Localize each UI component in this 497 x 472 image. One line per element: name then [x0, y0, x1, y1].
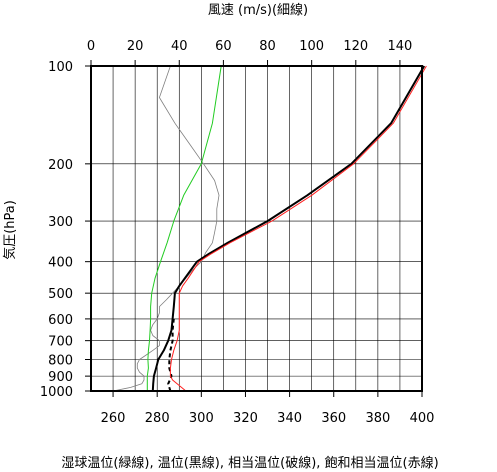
- bottom-axis-tick-label: 300: [189, 411, 214, 426]
- plot-frame: [90, 65, 423, 392]
- top-axis-tick-label: 0: [87, 39, 95, 54]
- left-axis-tick-label: 300: [48, 215, 73, 230]
- top-axis-tick-label: 60: [215, 39, 232, 54]
- left-axis-tick-label: 900: [48, 370, 73, 385]
- series-line-potential-temperature: [151, 65, 426, 392]
- top-axis-tick-label: 100: [299, 39, 324, 54]
- bottom-axis-tick-label: 380: [365, 411, 390, 426]
- grid: [90, 65, 423, 392]
- series-line-wind-speed: [113, 65, 220, 392]
- left-axis-tick-label: 200: [48, 158, 73, 173]
- left-axis-tick-label: 700: [48, 335, 73, 350]
- left-axis-tick-label: 100: [48, 60, 73, 75]
- top-axis-tick-label: 120: [343, 39, 368, 54]
- series-line-equivalent-potential-temperature: [167, 318, 175, 392]
- top-axis-tick-label: 40: [171, 39, 188, 54]
- top-axis-title: 風速 (m/s)(細線): [208, 2, 308, 18]
- left-axis-tick-label: 800: [48, 354, 73, 369]
- top-axis-tick-label: 20: [127, 39, 144, 54]
- left-axis-tick-label: 1000: [40, 385, 73, 400]
- axes: 0 20 40 60 80 100 120 140 260 280 300 320 340 360 380 4…: [40, 39, 435, 426]
- bottom-axis-tick-label: 360: [321, 411, 346, 426]
- bottom-axis-tick-label: 260: [101, 411, 126, 426]
- series-group: [113, 65, 427, 392]
- series-line-wet-bulb-potential-temperature: [146, 65, 222, 391]
- top-axis-tick-label: 80: [259, 39, 276, 54]
- bottom-axis-tick-label: 400: [410, 411, 435, 426]
- left-axis-tick-label: 500: [48, 287, 73, 302]
- bottom-axis-tick-label: 340: [277, 411, 302, 426]
- top-axis-tick-label: 140: [388, 39, 413, 54]
- bottom-axis-tick-label: 320: [233, 411, 258, 426]
- bottom-axis-tick-label: 280: [145, 411, 170, 426]
- series-line-saturated-equivalent-potential-temperature: [169, 65, 427, 392]
- left-axis-tick-label: 400: [48, 256, 73, 271]
- left-axis-tick-label: 600: [48, 313, 73, 328]
- left-axis-title: 気圧(hPa): [2, 200, 18, 260]
- bottom-axis-title: 湿球温位(緑線), 温位(黒線), 相当温位(破線), 飽和相当温位(赤線): [61, 455, 438, 471]
